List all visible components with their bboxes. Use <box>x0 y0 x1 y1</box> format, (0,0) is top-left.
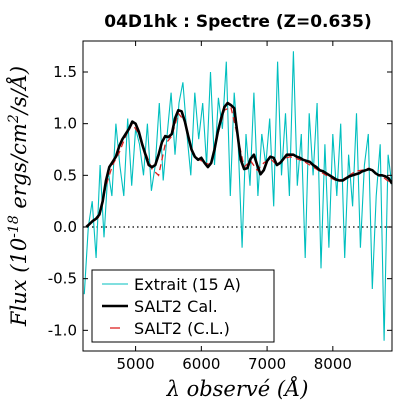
chart-title: 04D1hk : Spectre (Z=0.635) <box>104 12 372 32</box>
x-tick-label: 6000 <box>182 355 220 373</box>
legend: Extrait (15 A) SALT2 Cal. SALT2 (C.L.) <box>91 269 275 343</box>
legend-label: SALT2 (C.L.) <box>134 319 230 338</box>
y-tick-label: 0.0 <box>53 218 77 236</box>
x-tick-label: 5000 <box>117 355 155 373</box>
series-line-salt2-cal <box>85 101 392 228</box>
series-line-salt2-c-l <box>85 106 390 228</box>
plot-area <box>82 40 393 352</box>
legend-label: Extrait (15 A) <box>134 275 241 294</box>
y-tick-label: 0.5 <box>53 166 77 184</box>
y-tick-label: 1.0 <box>53 115 77 133</box>
y-axis-label: Flux (10-18 ergs/cm2/s/Å) <box>6 66 31 327</box>
legend-label: SALT2 Cal. <box>134 297 218 316</box>
x-tick-label: 8000 <box>314 355 352 373</box>
x-axis-label: λ observé (Å) <box>166 376 309 400</box>
y-tick-label: 1.5 <box>53 63 77 81</box>
y-tick-label: -0.5 <box>48 270 77 288</box>
y-tick-label: -1.0 <box>48 321 77 339</box>
x-tick-label: 7000 <box>248 355 286 373</box>
